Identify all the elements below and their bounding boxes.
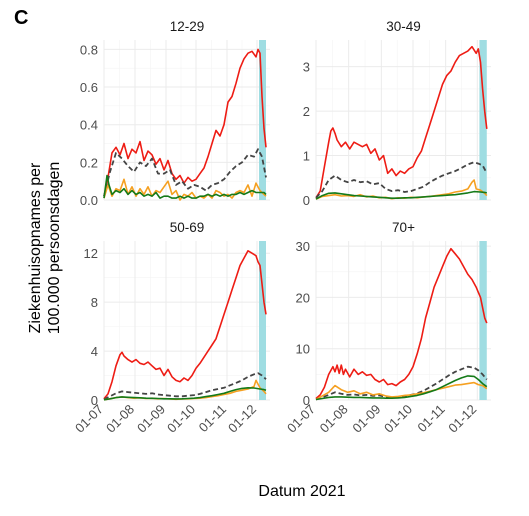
- panel-0: 0.0 0.2 0.4 0.6 0.8 12-29: [80, 19, 270, 208]
- series-line-green: [103, 174, 267, 199]
- y-tick-label: 0.8: [80, 42, 98, 57]
- y-tick-label: 1: [303, 149, 310, 164]
- panel-1: 0 1 2 3 30-49: [303, 19, 491, 208]
- series-line-dashed: [103, 148, 267, 197]
- panel-title: 12-29: [170, 19, 205, 34]
- y-tick-label: 0.6: [80, 80, 98, 95]
- highlight-band: [259, 40, 266, 200]
- panel-letter: C: [14, 7, 28, 29]
- highlight-band: [479, 40, 487, 200]
- panel-title: 50-69: [170, 220, 205, 235]
- series-line-orange: [103, 178, 267, 201]
- y-tick-label: 20: [296, 290, 310, 305]
- facet-panels: 0.00.20.40.60.812-29012330-490481250-690…: [72, 19, 491, 436]
- x-tick-label: 01-09: [349, 402, 383, 436]
- y-tick-label: 0.2: [80, 155, 98, 170]
- y-tick-label: 3: [303, 60, 310, 75]
- series-line-green: [315, 375, 488, 401]
- highlight-band: [479, 241, 487, 400]
- x-tick-label: 01-08: [103, 402, 137, 436]
- y-tick-label: 30: [296, 239, 310, 254]
- x-tick-label: 01-12: [445, 402, 479, 436]
- series-line-red: [315, 247, 488, 400]
- panel-title: 30-49: [386, 19, 421, 34]
- x-tick-label: 01-10: [164, 402, 198, 436]
- y-tick-label: 4: [91, 344, 98, 359]
- y-tick-label: 0: [303, 193, 310, 208]
- highlight-band: [259, 241, 266, 400]
- series-line-dashed: [315, 365, 488, 401]
- series-line-orange: [315, 179, 488, 200]
- panel-title: 70+: [392, 220, 415, 235]
- y-axis-label-line-2: 100.000 persoonsdagen: [46, 162, 63, 335]
- y-tick-label: 10: [296, 342, 310, 357]
- series-line-red: [315, 45, 488, 199]
- x-tick-label: 01-10: [381, 402, 415, 436]
- x-tick-label: 01-08: [317, 402, 351, 436]
- series-line-red: [103, 48, 267, 197]
- x-tick-label: 01-11: [414, 402, 447, 435]
- y-tick-label: 8: [91, 295, 98, 310]
- y-tick-label: 0: [303, 393, 310, 408]
- x-tick-label: 01-07: [72, 402, 106, 436]
- y-tick-label: 12: [84, 246, 98, 261]
- y-tick-label: 0.4: [80, 118, 98, 133]
- series-line-dashed: [103, 372, 267, 401]
- y-tick-label: 0.0: [80, 193, 98, 208]
- y-tick-label: 2: [303, 104, 310, 119]
- x-tick-label: 01-11: [196, 402, 229, 435]
- y-tick-label: 0: [91, 393, 98, 408]
- series-line-green: [103, 386, 267, 401]
- y-axis-label-line-1: Ziekenhuisopnames per: [27, 162, 44, 333]
- x-axis-label: Datum 2021: [258, 483, 345, 500]
- series-line-red: [103, 250, 267, 400]
- series-line-dashed: [315, 161, 488, 199]
- x-tick-label: 01-09: [134, 402, 168, 436]
- x-tick-label: 01-07: [284, 402, 318, 436]
- x-tick-label: 01-12: [225, 402, 259, 436]
- series-line-orange: [315, 381, 488, 401]
- y-axis-label: Ziekenhuisopnames per 100.000 persoonsda…: [27, 162, 63, 335]
- series-line-green: [315, 190, 487, 200]
